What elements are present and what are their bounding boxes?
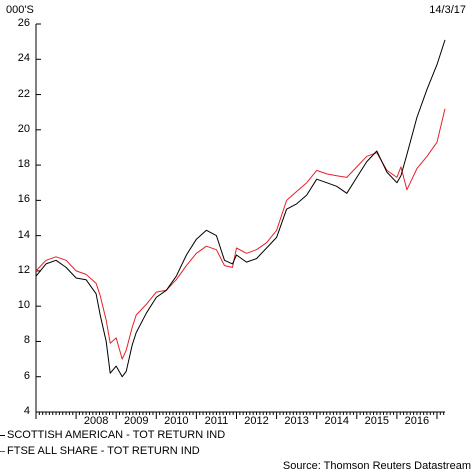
y-tick-label: 26 (17, 17, 30, 29)
x-tick-label: 2011 (204, 415, 229, 427)
chart-ticks (35, 23, 445, 419)
series-line-ftse-all-share (35, 108, 446, 360)
x-tick-label: 2016 (404, 415, 430, 427)
y-tick-label: 22 (17, 87, 30, 100)
x-tick-label: 2009 (123, 415, 149, 427)
y-tick-label: 24 (17, 52, 30, 65)
x-tick-label: 2014 (324, 415, 349, 427)
x-tick-label: 2010 (164, 415, 189, 427)
y-tick-label: 12 (17, 263, 30, 276)
chart-axes (35, 24, 445, 413)
legend-label: SCOTTISH AMERICAN - TOT RETURN IND (7, 429, 226, 441)
y-tick-label: 6 (23, 369, 30, 382)
legend-label: FTSE ALL SHARE - TOT RETURN IND (7, 445, 200, 457)
y-tick-label: 10 (17, 299, 30, 312)
y-tick-label: 20 (17, 122, 30, 135)
legend-item-scottish-american: SCOTTISH AMERICAN - TOT RETURN IND (0, 428, 225, 442)
date-label: 14/3/17 (429, 4, 466, 16)
source-note: Source: Thomson Reuters Datastream (282, 460, 471, 472)
series-line-scottish-american (35, 39, 446, 378)
legend-swatch-black (0, 434, 5, 436)
legend-item-ftse-all-share: FTSE ALL SHARE - TOT RETURN IND (0, 444, 200, 458)
y-tick-label: 14 (17, 228, 30, 241)
chart-lines (35, 39, 446, 378)
y-tick-label: 18 (17, 158, 30, 171)
legend-swatch-red (0, 450, 5, 452)
unit-label: 000'S (6, 4, 34, 16)
y-tick-label: 16 (17, 193, 30, 206)
x-tick-label: 2013 (284, 415, 309, 427)
x-tick-label: 2015 (364, 415, 390, 427)
x-tick-label: 2012 (244, 415, 269, 427)
y-tick-label: 4 (23, 405, 30, 417)
x-tick-label: 2008 (83, 415, 109, 427)
y-tick-label: 8 (23, 334, 30, 347)
